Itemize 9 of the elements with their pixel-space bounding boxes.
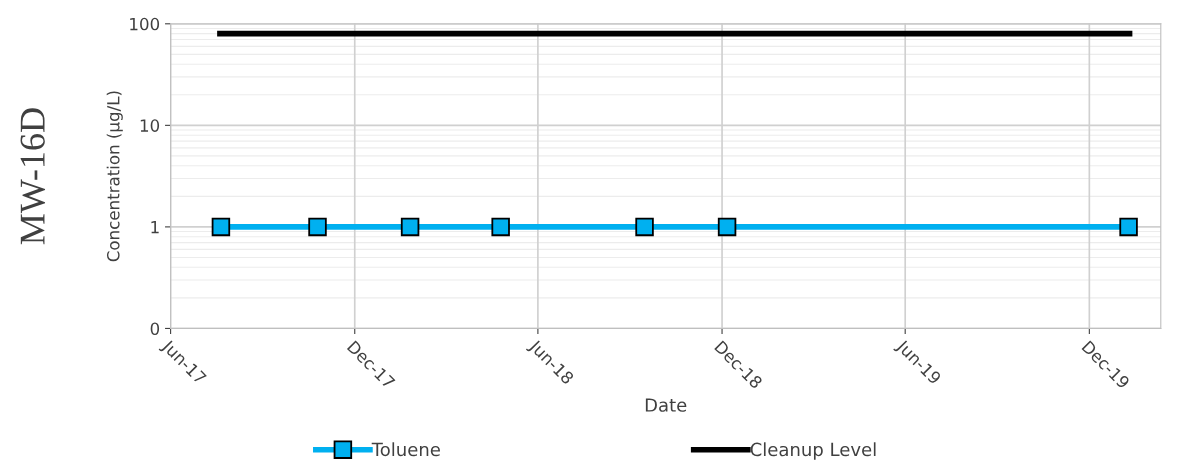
legend-label: Cleanup Level [750,442,876,460]
y-tick-label: 10 [140,119,160,132]
y-tick-label: 1 [151,221,159,234]
y-tick-label: 100 [130,17,160,31]
legend-label: Toluene [371,442,440,457]
y-tick-label: 0 [150,322,160,336]
x-axis-title: Date [645,398,687,412]
text: MW-16D [20,108,46,245]
y-axis-title: Concentration (µg/L) [106,91,123,262]
